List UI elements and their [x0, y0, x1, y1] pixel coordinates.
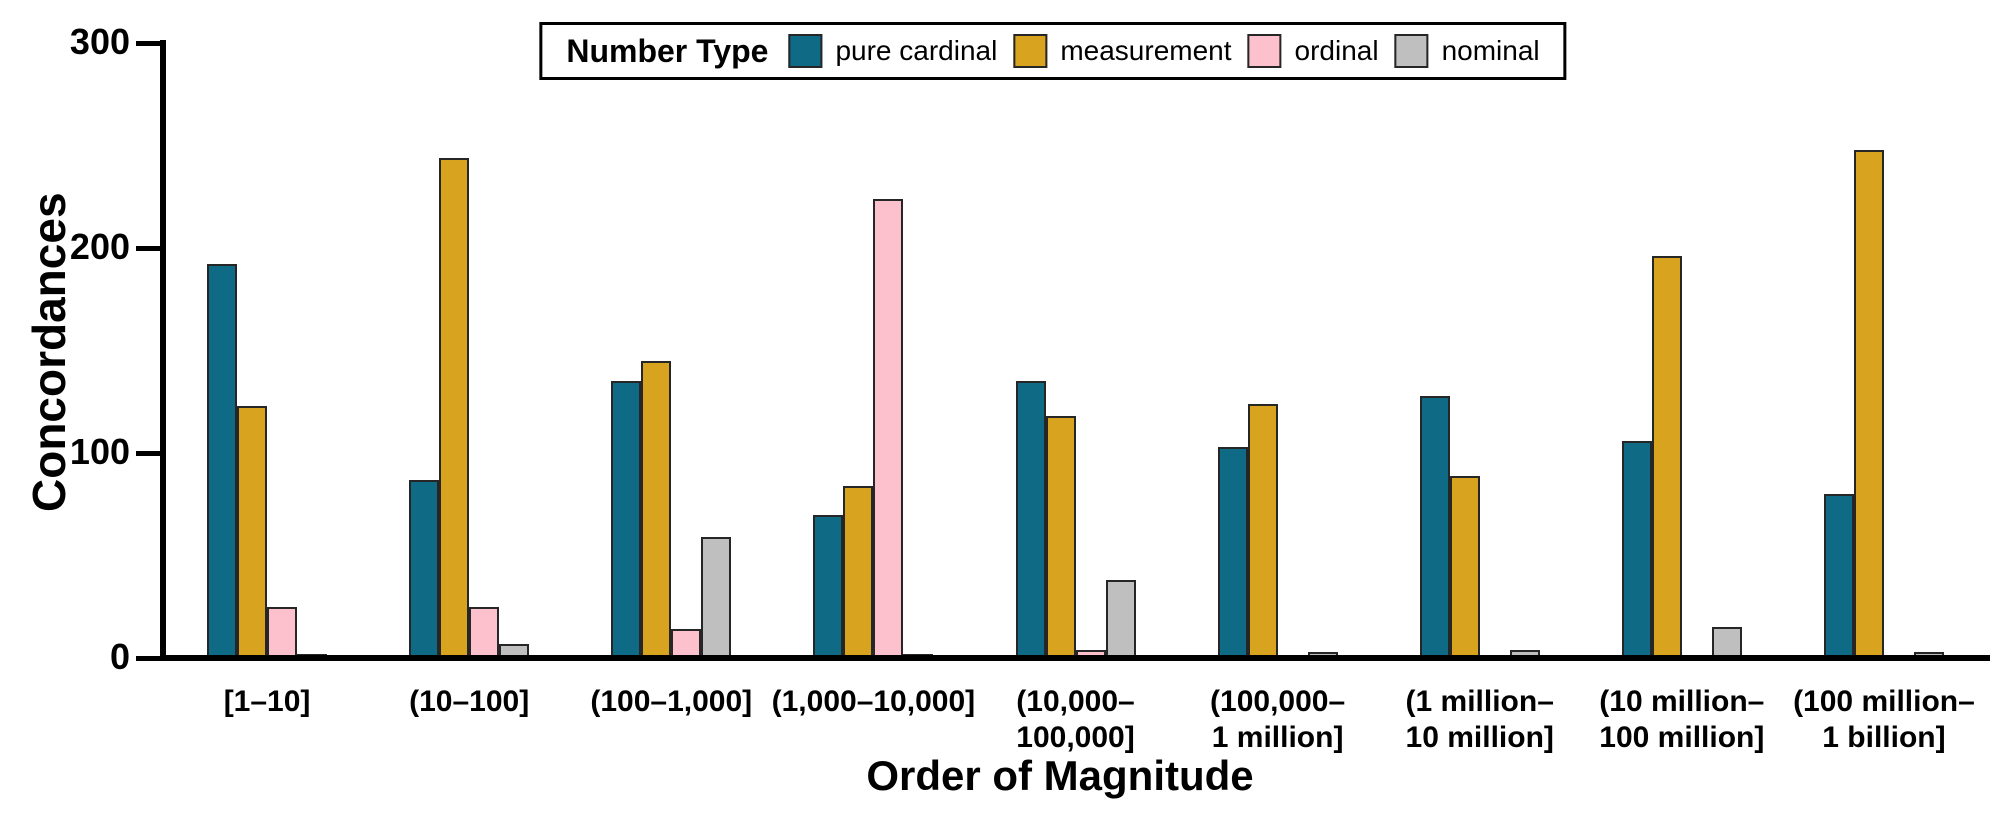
bar-pure-cardinal-6 [1419, 395, 1450, 658]
bar-nominal-2 [701, 537, 732, 658]
x-category-label-6: (1 million– 10 million] [1405, 685, 1554, 754]
y-tick-mark [136, 450, 160, 456]
bar-measurement-1 [439, 157, 470, 658]
bar-nominal-4 [1105, 580, 1136, 658]
bar-measurement-4 [1045, 416, 1076, 658]
legend-item-ordinal: ordinal [1247, 34, 1379, 68]
bar-measurement-6 [1449, 475, 1480, 658]
y-tick-mark [136, 245, 160, 251]
legend-box: Number Type pure cardinal measurement ordi… [539, 22, 1567, 80]
legend-swatch-ordinal [1247, 34, 1282, 68]
y-tick-mark [136, 655, 160, 661]
x-axis-title: Order of Magnitude [866, 752, 1254, 799]
bar-pure-cardinal-2 [611, 381, 642, 658]
y-tick-label: 0 [109, 636, 130, 678]
bar-measurement-2 [641, 360, 672, 658]
legend-title: Number Type [566, 32, 769, 69]
bar-measurement-8 [1853, 149, 1884, 658]
y-tick-label: 200 [69, 226, 130, 268]
x-category-label-4: (10,000– 100,000] [1016, 685, 1135, 754]
bar-pure-cardinal-8 [1823, 494, 1854, 658]
legend-items: pure cardinal measurement ordinal nominal [788, 34, 1540, 68]
bar-ordinal-1 [469, 606, 500, 658]
legend-swatch-nominal [1394, 34, 1429, 68]
y-tick-label: 100 [69, 431, 130, 473]
legend-item-label: nominal [1441, 35, 1540, 66]
bar-ordinal-0 [267, 606, 298, 658]
y-axis-line [160, 40, 166, 661]
x-category-label-1: (10–100] [409, 685, 530, 718]
legend-swatch-measurement [1013, 34, 1048, 68]
bar-pure-cardinal-4 [1015, 381, 1046, 658]
bar-measurement-7 [1651, 256, 1682, 658]
x-category-label-8: (100 million– 1 billion] [1793, 685, 1975, 754]
legend-item-nominal: nominal [1394, 34, 1540, 68]
bar-pure-cardinal-5 [1217, 446, 1248, 658]
bar-pure-cardinal-3 [813, 514, 844, 658]
x-category-label-0: [1–10] [223, 685, 311, 718]
legend-item-label: measurement [1060, 35, 1232, 66]
bar-ordinal-3 [873, 198, 904, 658]
y-tick-label: 300 [69, 21, 130, 63]
legend-item-pure-cardinal: pure cardinal [788, 34, 997, 68]
legend-item-label: pure cardinal [835, 35, 998, 66]
bar-measurement-0 [237, 405, 268, 658]
x-category-label-5: (100,000– 1 million] [1210, 685, 1346, 754]
legend-swatch-pure-cardinal [788, 34, 823, 68]
legend-item-measurement: measurement [1013, 34, 1232, 68]
bar-pure-cardinal-7 [1621, 440, 1652, 658]
bar-nominal-7 [1711, 627, 1742, 658]
y-tick-mark [136, 40, 160, 46]
x-axis-line [160, 655, 1990, 661]
bar-pure-cardinal-1 [409, 479, 440, 658]
bar-measurement-3 [843, 485, 874, 658]
x-category-label-3: (1,000–10,000] [771, 685, 976, 718]
legend-item-label: ordinal [1294, 35, 1379, 66]
bar-measurement-5 [1247, 403, 1278, 658]
bar-pure-cardinal-0 [207, 264, 238, 658]
x-category-label-7: (10 million– 100 million] [1599, 685, 1765, 754]
bar-ordinal-2 [671, 629, 702, 658]
x-category-label-2: (100–1,000] [590, 685, 753, 718]
